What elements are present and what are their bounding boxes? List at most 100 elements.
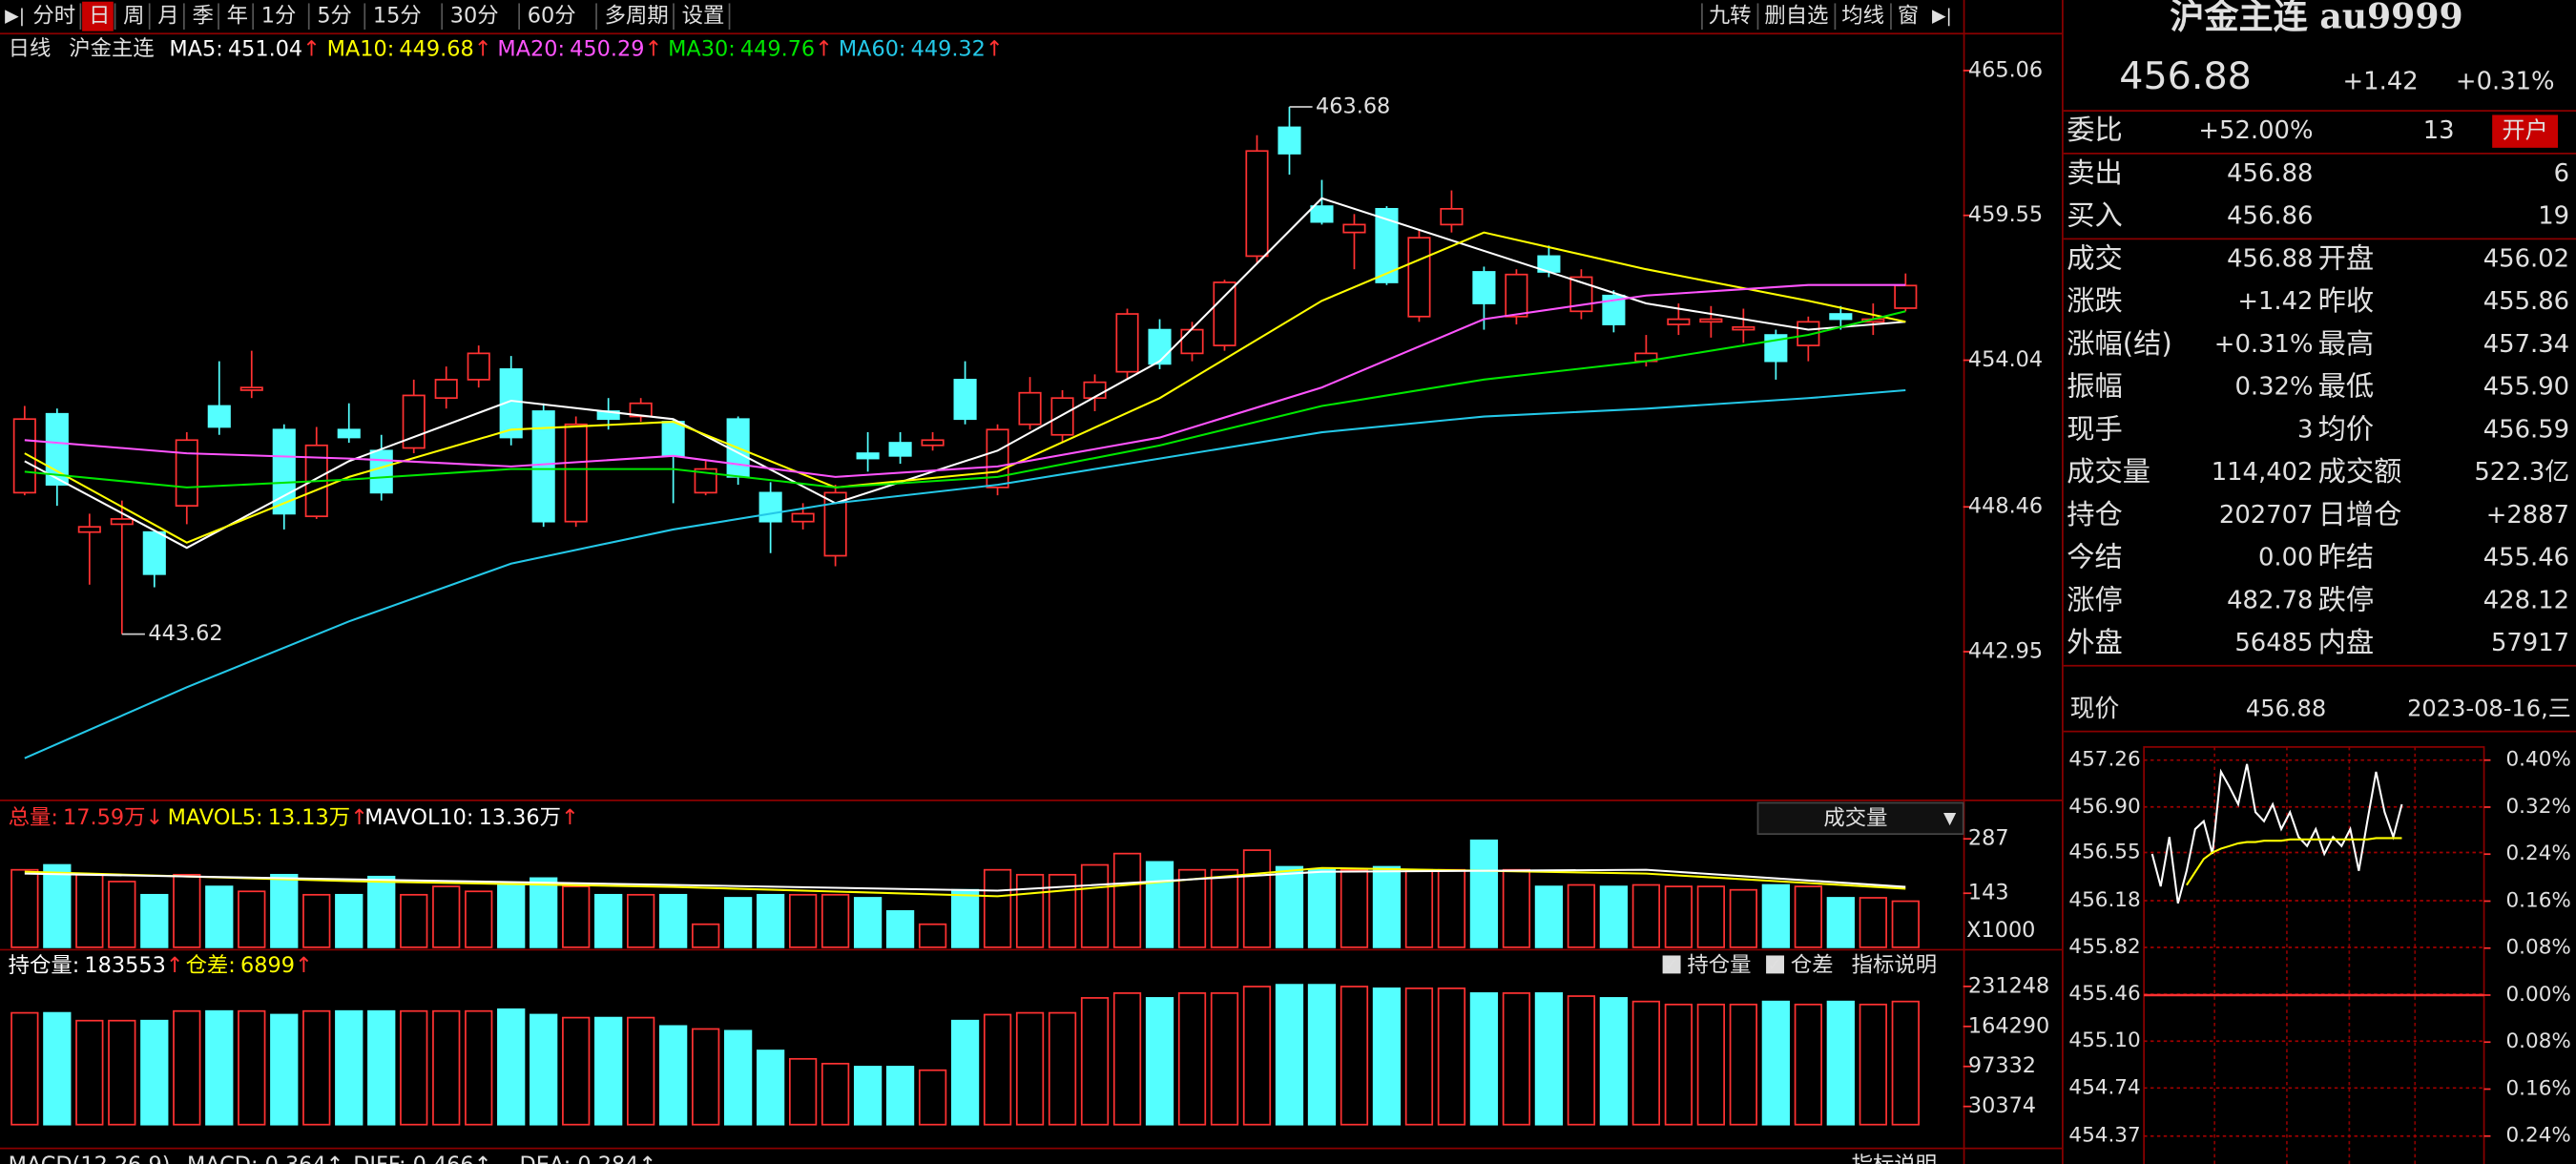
oi-bar	[432, 1009, 461, 1126]
mavol-line	[24, 868, 1906, 892]
help-link[interactable]: 指标说明	[1852, 952, 1937, 977]
quote-value: 19	[2538, 202, 2569, 231]
toolbar-tab[interactable]: 5分	[317, 4, 352, 29]
candle-body	[1018, 391, 1042, 426]
volume-bar	[1372, 865, 1402, 948]
ma-legend: MA30: 449.76↑	[668, 36, 833, 61]
volume-bar	[270, 873, 299, 948]
option-label[interactable]: 持仓量	[1687, 952, 1751, 977]
toolbar-tab[interactable]: 月	[157, 4, 178, 29]
quote-value: 455.46	[2483, 544, 2569, 572]
mavol-legend: MAVOL10: 13.36万↑	[364, 804, 578, 829]
last-price: 456.88	[2119, 54, 2252, 98]
mavol-legend-part: MAVOL5:	[168, 804, 263, 829]
volume-bar	[918, 923, 947, 948]
toolbar-tab[interactable]: 季	[192, 4, 213, 29]
oi-bar	[400, 1009, 428, 1126]
volume-total: 总量: 17.59万↓	[9, 804, 164, 829]
help-link[interactable]: 指标说明	[1852, 1153, 1937, 1164]
oi-bar	[1664, 1003, 1693, 1126]
toolbar-tab[interactable]: 多周期	[605, 4, 669, 29]
volume-bar	[853, 897, 883, 948]
oi-bar	[43, 1011, 72, 1126]
candle-body	[661, 421, 685, 457]
oi-bar	[1599, 997, 1629, 1126]
quote-label: 昨收	[2318, 284, 2375, 317]
quote-value: 428.12	[2483, 586, 2569, 614]
volume-bar	[594, 893, 623, 948]
oi-bar	[108, 1019, 136, 1126]
quote-label: 昨结	[2318, 541, 2375, 573]
oi-bar	[270, 1013, 299, 1126]
account-button[interactable]	[2492, 114, 2559, 148]
indicator-name[interactable]: 成交量	[1823, 805, 1887, 830]
candle-body	[1115, 313, 1139, 373]
candle-body	[434, 379, 458, 400]
toolbar-tab[interactable]: 设置	[682, 4, 725, 29]
checkbox[interactable]	[1766, 955, 1785, 974]
oi-bar	[659, 1025, 688, 1126]
y2-tick-label: 0.24%	[2505, 1124, 2570, 1148]
candle-body	[1732, 325, 1755, 331]
volume-bar	[1242, 849, 1272, 948]
ma-legend: MA20: 450.29↑	[497, 36, 662, 61]
volume-bar	[1826, 897, 1855, 948]
quote-value: +52.00%	[2198, 116, 2313, 145]
volume-bar	[1145, 861, 1174, 948]
toolbar-tab[interactable]: 年	[227, 4, 248, 29]
intraday-line	[2186, 837, 2402, 886]
toolbar-button[interactable]: 九转	[1709, 4, 1752, 29]
oi-bar	[1372, 987, 1402, 1126]
toolbar-button[interactable]: 删自选	[1764, 4, 1828, 29]
ma-line	[24, 231, 1906, 544]
dropdown-arrow[interactable]: ▼	[1943, 809, 1957, 828]
toolbar-tab[interactable]: 15分	[373, 4, 422, 29]
oi-bar	[1891, 1000, 1920, 1126]
candle-body	[1797, 321, 1820, 346]
account-button-label[interactable]: 开户	[2503, 117, 2548, 144]
oi-bar	[1275, 984, 1304, 1126]
toolbar-tab[interactable]: 30分	[450, 4, 499, 29]
toolbar-button[interactable]: 窗	[1898, 4, 1919, 29]
volume-bar	[1340, 868, 1369, 948]
toolbar-tab[interactable]: 分时	[32, 4, 75, 29]
oi-bar	[1340, 986, 1369, 1126]
toolbar-tab[interactable]: 周	[123, 4, 144, 29]
high-annotation: 463.68	[1316, 94, 1390, 118]
macd-label: DIFF: 0.466↑	[353, 1153, 491, 1164]
volume-bar	[465, 890, 493, 948]
quote-value: 0.00	[2258, 544, 2314, 572]
candle-body	[921, 439, 945, 447]
quote-value: 3	[2297, 415, 2313, 444]
quote-label: 涨跌	[2067, 284, 2123, 317]
toolbar-tab[interactable]: 1分	[261, 4, 297, 29]
option-label[interactable]: 仓差	[1791, 952, 1834, 977]
volume-bar	[238, 890, 266, 948]
toolbar	[0, 0, 1963, 33]
quote-value: 456.59	[2483, 415, 2569, 444]
volume-bar	[432, 885, 461, 948]
checkbox[interactable]	[1662, 955, 1681, 974]
ma-legend-part: MA20:	[497, 36, 565, 61]
toolbar-tab[interactable]: 60分	[528, 4, 576, 29]
candle-body	[694, 468, 717, 494]
volume-bar	[302, 893, 331, 948]
candle-body	[1278, 126, 1301, 155]
toolbar-button[interactable]: 均线	[1841, 4, 1884, 29]
ma-legend-part: 449.76	[740, 36, 815, 61]
indicator-select[interactable]	[1756, 801, 1964, 835]
toolbar-tab[interactable]: 日	[89, 4, 110, 29]
candle-body	[1245, 150, 1269, 258]
quote-value: +1.42	[2237, 287, 2313, 316]
volume-bar	[627, 893, 655, 948]
toolbar-icon[interactable]: ▶|	[5, 6, 25, 27]
y-tick-label: 97332	[1968, 1053, 2036, 1078]
volume-bar	[367, 875, 396, 948]
quote-label: 现手	[2067, 412, 2123, 445]
oi-bar	[1859, 1003, 1887, 1126]
toolbar-icon[interactable]: ▶|	[1932, 6, 1952, 27]
candle-body	[531, 410, 555, 523]
unit-label: X1000	[1966, 918, 2035, 943]
